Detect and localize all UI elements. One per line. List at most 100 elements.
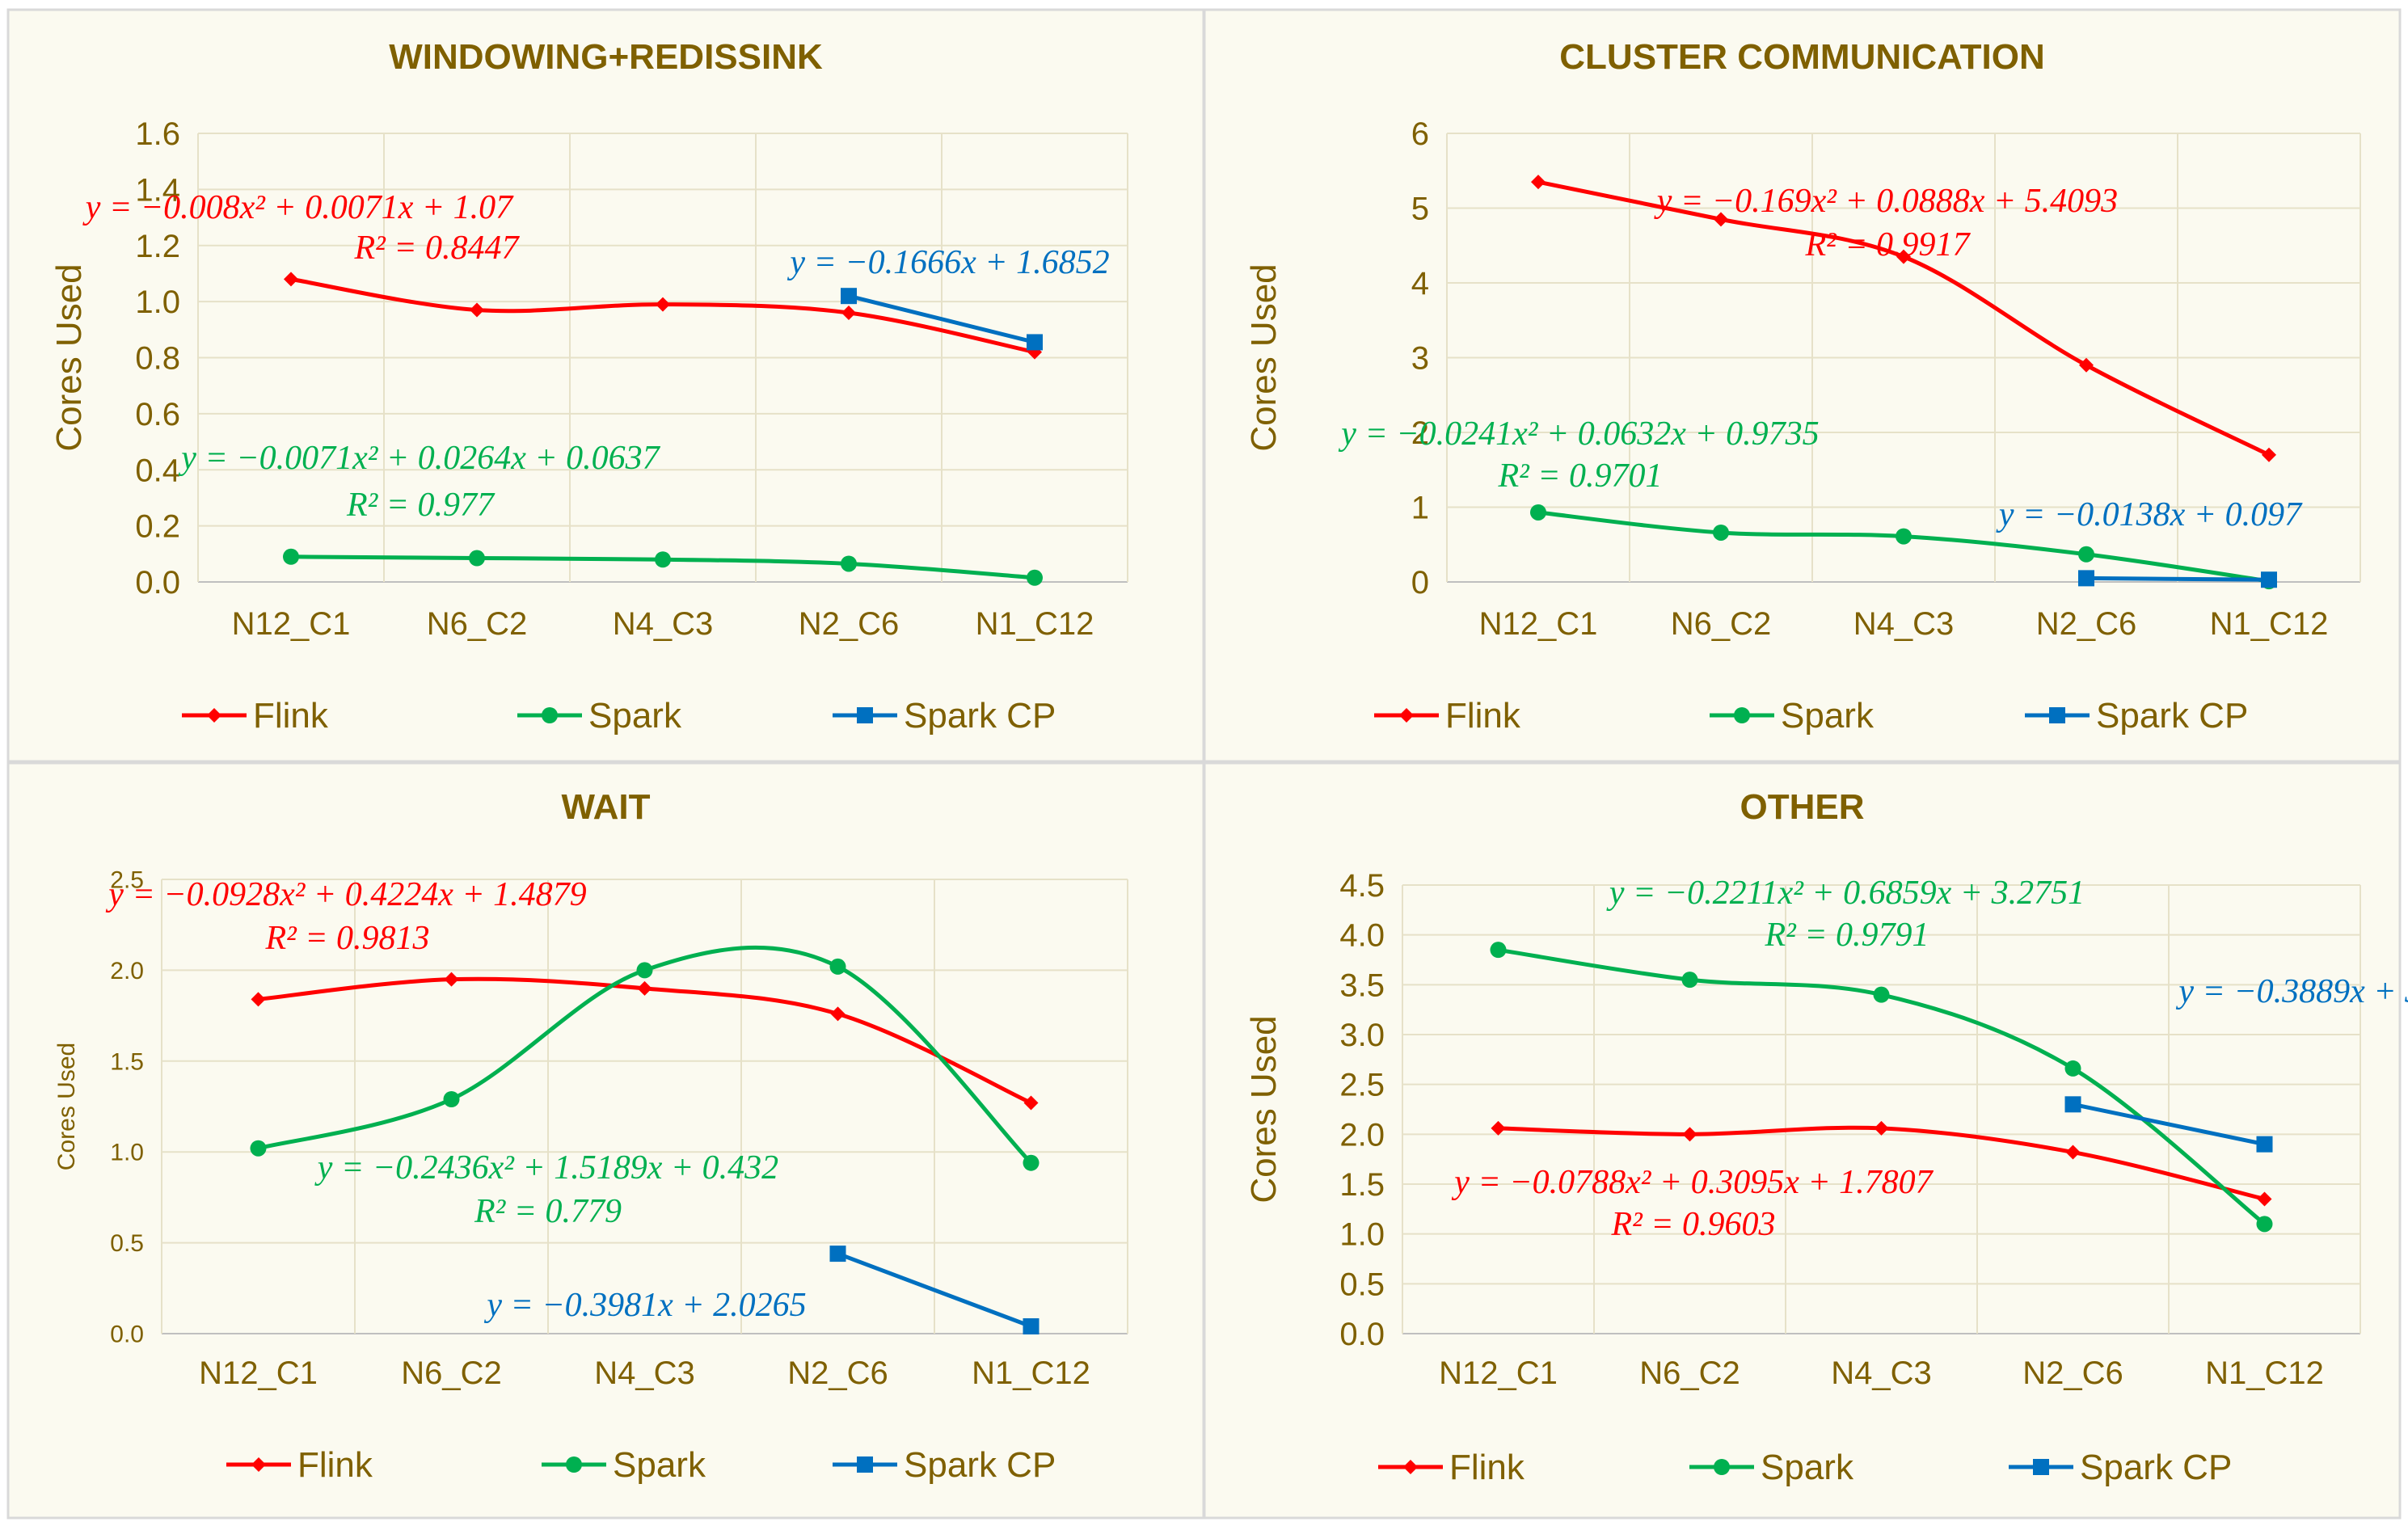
- y-tick-label: 1.6: [135, 116, 180, 152]
- x-tick-label: N1_C12: [976, 606, 1094, 642]
- spark-cp-data-point: [1023, 1318, 1040, 1335]
- legend-label-spark: Spark: [588, 696, 682, 736]
- x-tick-label: N12_C1: [232, 606, 351, 642]
- y-tick-label: 2.0: [110, 958, 144, 984]
- x-tick-label: N12_C1: [1479, 606, 1598, 642]
- y-tick-label: 0.6: [135, 397, 180, 432]
- y-tick-label: 1.0: [110, 1140, 144, 1166]
- spark-cp-series-line: [2085, 575, 2270, 582]
- spark-cp-data-point: [841, 288, 857, 305]
- flink-trend-equation: y = −0.169x² + 0.0888x + 5.4093: [1654, 183, 2118, 220]
- spark-data-point: [1027, 569, 1043, 586]
- flink-data-point: [1491, 1120, 1506, 1136]
- spark-r-squared: R² = 0.977: [346, 487, 496, 524]
- chart-panel-1: WINDOWING+REDISSINK 0.0 0.2 0.4 0.6 0.8 1.0 1.2…: [6, 8, 1205, 763]
- spark-cp-trend-equation: y = −0.3889x + 3.8435: [2175, 973, 2408, 1010]
- spark-r-squared: R² = 0.9791: [1764, 917, 1929, 954]
- spark-data-point: [1681, 972, 1698, 989]
- flink-data-point: [830, 1006, 846, 1022]
- flink-data-point: [1896, 249, 1911, 264]
- x-tick-label: N4_C3: [1831, 1355, 1932, 1391]
- flink-data-point: [1714, 212, 1728, 227]
- x-tick-label: N4_C3: [594, 1355, 695, 1391]
- legend-label-spark: Spark: [613, 1445, 706, 1485]
- flink-data-point: [656, 297, 670, 312]
- spark-data-point: [1490, 942, 1507, 959]
- x-tick-label: N2_C6: [799, 606, 900, 642]
- x-tick-label: N12_C1: [199, 1355, 318, 1391]
- flink-data-point: [841, 306, 856, 320]
- spark-cp-series-line: [837, 1251, 1032, 1329]
- spark-data-point: [1023, 1154, 1040, 1171]
- flink-data-point: [637, 980, 652, 996]
- x-tick-label: N6_C2: [1639, 1355, 1740, 1391]
- legend-label-flink: Flink: [1445, 696, 1521, 736]
- flink-data-point: [251, 992, 266, 1007]
- spark-data-point: [655, 551, 671, 568]
- y-tick-label: 0.5: [110, 1230, 144, 1257]
- y-tick-label: 2.5: [1339, 1068, 1385, 1103]
- x-tick-label: N6_C2: [427, 606, 528, 642]
- panel-background: [6, 761, 1205, 1520]
- spark-cp-data-point: [2256, 1136, 2273, 1153]
- x-tick-label: N6_C2: [1671, 606, 1772, 642]
- flink-data-point: [470, 302, 484, 318]
- y-tick-label: 0.5: [1339, 1267, 1385, 1302]
- flink-r-squared: R² = 0.9917: [1804, 226, 1971, 263]
- spark-trend-equation: y = −0.0241x² + 0.0632x + 0.9735: [1338, 415, 1819, 453]
- y-axis-label: Cores Used: [53, 1043, 80, 1170]
- legend-marker-circle: [1734, 707, 1750, 723]
- x-tick-label: N1_C12: [2205, 1355, 2324, 1391]
- spark-data-point: [250, 1140, 267, 1157]
- chart-title: CLUSTER COMMUNICATION: [1559, 37, 2044, 77]
- spark-data-point: [2078, 546, 2094, 563]
- chart-panel-4: OTHER 0.0 0.5 1.0 1.5 2.0 2.5 3.0 3.5 4.0 4.5 Cores…: [1203, 761, 2408, 1520]
- x-tick-label: N12_C1: [1439, 1355, 1558, 1391]
- legend-label-spark: Spark: [1761, 1448, 1854, 1487]
- legend-marker-diamond: [251, 1457, 266, 1472]
- flink-trend-equation: y = −0.0928x² + 0.4224x + 1.4879: [105, 876, 586, 913]
- spark-data-point: [1873, 986, 1890, 1003]
- chart-title: OTHER: [1740, 787, 1865, 827]
- y-tick-label: 0.4: [135, 453, 180, 488]
- spark-cp-data-point: [2261, 571, 2277, 588]
- spark-r-squared: R² = 0.9701: [1497, 457, 1662, 495]
- legend-label-spark-cp: Spark CP: [2096, 696, 2248, 736]
- spark-data-point: [829, 958, 846, 975]
- flink-r-squared: R² = 0.9603: [1610, 1206, 1775, 1243]
- spark-cp-trend-equation: y = −0.3981x + 2.0265: [483, 1287, 806, 1324]
- y-tick-label: 2.0: [1339, 1117, 1385, 1153]
- flink-data-point: [444, 972, 459, 987]
- legend-marker-square: [857, 1456, 873, 1473]
- flink-data-point: [1874, 1120, 1889, 1136]
- panel-background: [6, 8, 1205, 763]
- x-tick-label: N2_C6: [2036, 606, 2137, 642]
- spark-data-point: [469, 550, 485, 567]
- flink-r-squared: R² = 0.8447: [353, 230, 520, 267]
- y-tick-label: 1.5: [110, 1048, 144, 1075]
- x-tick-label: N2_C6: [787, 1355, 888, 1391]
- flink-data-point: [2262, 447, 2276, 462]
- y-tick-label: 3.5: [1339, 967, 1385, 1003]
- spark-cp-data-point: [2064, 1096, 2081, 1113]
- spark-cp-data-point: [2078, 570, 2094, 587]
- legend-label-flink: Flink: [297, 1445, 373, 1485]
- flink-data-point: [2079, 357, 2094, 373]
- panel-background: [1203, 761, 2402, 1520]
- spark-cp-data-point: [1027, 334, 1043, 351]
- y-tick-label: 2.5: [110, 867, 144, 894]
- spark-trend-equation: y = −0.2211x² + 0.6859x + 3.2751: [1606, 875, 2085, 912]
- y-tick-label: 0.2: [135, 509, 180, 545]
- flink-data-point: [1023, 1095, 1039, 1111]
- legend-marker-square: [857, 707, 873, 723]
- y-tick-label: 3: [1411, 341, 1429, 377]
- y-tick-label: 0: [1411, 565, 1429, 601]
- y-tick-label: 2: [1411, 415, 1429, 451]
- x-tick-label: N4_C3: [1853, 606, 1955, 642]
- y-tick-label: 0.8: [135, 341, 180, 377]
- spark-cp-series-line: [848, 293, 1035, 344]
- flink-data-point: [1531, 175, 1546, 190]
- spark-cp-trend-equation: y = −0.0138x + 0.097: [1996, 496, 2303, 533]
- legend-label-flink: Flink: [1449, 1448, 1525, 1487]
- x-tick-label: N1_C12: [2210, 606, 2329, 642]
